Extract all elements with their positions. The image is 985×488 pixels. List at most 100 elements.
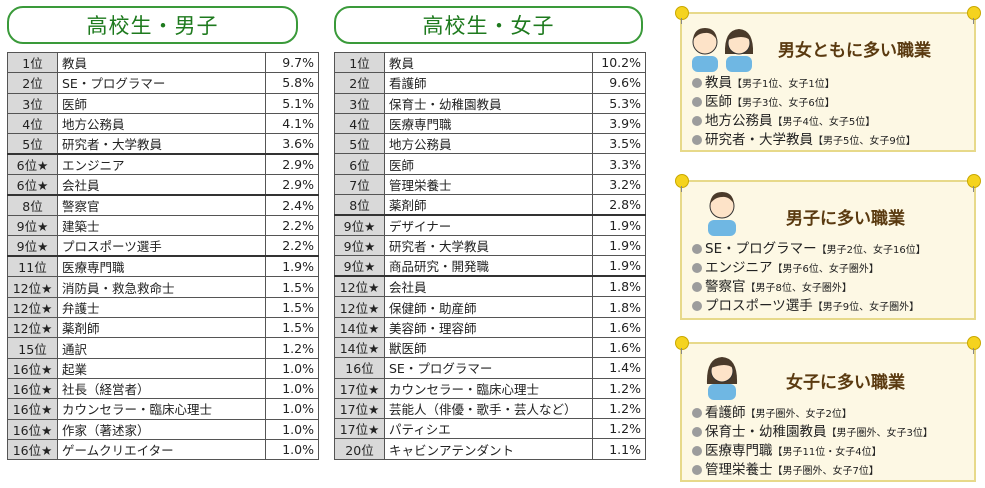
rank-note: 【男子9位、女子圏外】 (812, 302, 920, 313)
job-cell: 医療専門職 (57, 255, 266, 278)
percent-cell: 5.3% (592, 92, 646, 114)
percent-cell: 1.9% (592, 214, 646, 237)
table-row: 4位 地方公務員 4.1% (7, 112, 319, 135)
list-item: 研究者・大学教員【男子5位、女子9位】 (692, 131, 916, 150)
bullet-icon (692, 78, 702, 88)
percent-cell: 1.2% (265, 337, 319, 359)
rank-note: 【男子11位・女子4位】 (772, 447, 882, 458)
card-both-list: 教員【男子1位、女子1位】 医師【男子3位、女子6位】 地方公務員【男子4位、女子5… (692, 74, 916, 150)
percent-cell: 9.7% (265, 51, 319, 74)
job-cell: 医療専門職 (384, 112, 593, 135)
card-girls: 女子に多い職業 看護師【男子圏外、女子2位】 保育士・幼稚園教員【男子圏外、女子3… (675, 336, 981, 482)
job-name: 警察官 (705, 279, 746, 295)
percent-cell: 1.0% (265, 357, 319, 379)
rank-cell: 6位★ (7, 174, 58, 196)
percent-cell: 1.5% (265, 296, 319, 319)
percent-cell: 3.3% (592, 153, 646, 175)
table-row: 17位★ カウンセラー・臨床心理士 1.2% (334, 377, 646, 399)
job-cell: 医師 (384, 153, 593, 175)
job-name: プロスポーツ選手 (705, 298, 813, 314)
rank-cell: 2位 (334, 72, 385, 94)
percent-cell: 1.2% (592, 418, 646, 440)
rank-cell: 12位★ (7, 317, 58, 339)
job-cell: パティシエ (384, 418, 593, 440)
job-cell: キャビンアテンダント (384, 438, 593, 460)
rank-cell: 5位 (334, 133, 385, 155)
job-cell: 研究者・大学教員 (384, 235, 593, 257)
rank-note: 【男子3位、女子6位】 (732, 98, 835, 109)
percent-cell: 1.0% (265, 418, 319, 440)
rank-note: 【男子8位、女子圏外】 (745, 283, 852, 294)
table-row: 9位★ 商品研究・開発職 1.9% (334, 255, 646, 277)
list-item: 管理栄養士【男子圏外、女子7位】 (692, 461, 933, 480)
table-row: 2位 看護師 9.6% (334, 72, 646, 94)
percent-cell: 1.6% (592, 336, 646, 359)
percent-cell: 3.5% (592, 133, 646, 155)
rank-cell: 16位★ (7, 438, 58, 461)
table-row: 1位 教員 10.2% (334, 51, 646, 74)
percent-cell: 9.6% (592, 72, 646, 94)
percent-cell: 1.5% (265, 317, 319, 339)
job-name: 地方公務員 (705, 113, 773, 129)
rank-cell: 6位 (334, 153, 385, 175)
job-cell: 地方公務員 (384, 133, 593, 155)
percent-cell: 1.1% (592, 438, 646, 460)
job-cell: 会社員 (384, 275, 593, 298)
bullet-icon (692, 446, 702, 456)
job-cell: 薬剤師 (57, 317, 266, 339)
table-row: 12位★ 弁護士 1.5% (7, 296, 319, 319)
rank-cell: 5位 (7, 133, 58, 155)
percent-cell: 2.8% (592, 194, 646, 216)
job-name: SE・プログラマー (705, 241, 817, 257)
rank-note: 【男子1位、女子1位】 (732, 79, 835, 90)
bullet-icon (692, 408, 702, 418)
table-row: 12位★ 会社員 1.8% (334, 275, 646, 298)
job-name: 保育士・幼稚園教員 (705, 424, 827, 440)
table-row: 1位 教員 9.7% (7, 51, 319, 74)
list-item: 保育士・幼稚園教員【男子圏外、女子3位】 (692, 423, 933, 442)
girls-ranking-table: 1位 教員 10.2% 2位 看護師 9.6% 3位 保育士・幼稚園教員 5.3% 4位 医療専門職… (334, 51, 646, 460)
pin-icon (675, 336, 689, 354)
rank-cell: 16位★ (7, 398, 58, 420)
rank-note: 【男子2位、女子16位】 (816, 245, 926, 256)
percent-cell: 1.8% (592, 296, 646, 318)
rank-cell: 9位★ (334, 255, 385, 277)
rank-cell: 8位 (7, 194, 58, 217)
percent-cell: 2.9% (265, 174, 319, 196)
job-cell: 医師 (57, 92, 266, 114)
rank-cell: 6位★ (7, 153, 58, 176)
rank-cell: 14位★ (334, 336, 385, 359)
rank-cell: 11位 (7, 255, 58, 278)
percent-cell: 5.8% (265, 72, 319, 94)
percent-cell: 1.0% (265, 377, 319, 400)
percent-cell: 1.0% (265, 398, 319, 420)
rank-note: 【男子4位、女子5位】 (772, 117, 876, 128)
table-row: 17位★ 芸能人（俳優・歌手・芸人など） 1.2% (334, 397, 646, 420)
table-row: 15位 通訳 1.2% (7, 337, 319, 359)
bullet-icon (692, 135, 702, 145)
percent-cell: 1.4% (592, 357, 646, 379)
list-item: 地方公務員【男子4位、女子5位】 (692, 112, 916, 131)
job-cell: 研究者・大学教員 (57, 133, 266, 155)
table-row: 9位★ デザイナー 1.9% (334, 214, 646, 237)
table-row: 14位★ 獣医師 1.6% (334, 336, 646, 359)
rank-note: 【男子圏外、女子2位】 (745, 409, 852, 420)
list-item: 看護師【男子圏外、女子2位】 (692, 404, 933, 423)
percent-cell: 1.6% (592, 316, 646, 338)
percent-cell: 3.9% (592, 112, 646, 135)
rank-cell: 4位 (7, 112, 58, 135)
card-girls-title: 女子に多い職業 (786, 373, 905, 393)
boys-ranking-table: 1位 教員 9.7% 2位 SE・プログラマー 5.8% 3位 医師 5.1% 4位 地方公務員 4.… (7, 51, 319, 461)
rank-cell: 4位 (334, 112, 385, 135)
rank-cell: 16位★ (7, 357, 58, 379)
card-both-title: 男女ともに多い職業 (778, 41, 931, 61)
rank-cell: 7位 (334, 173, 385, 196)
job-name: 研究者・大学教員 (705, 132, 813, 148)
rank-cell: 16位★ (7, 377, 58, 400)
rank-cell: 12位★ (7, 296, 58, 319)
job-cell: 起業 (57, 357, 266, 379)
card-both: 男女ともに多い職業 教員【男子1位、女子1位】 医師【男子3位、女子6位】 地方公務… (675, 6, 981, 152)
job-cell: 商品研究・開発職 (384, 255, 593, 277)
rank-cell: 3位 (334, 92, 385, 114)
job-cell: カウンセラー・臨床心理士 (384, 377, 593, 399)
